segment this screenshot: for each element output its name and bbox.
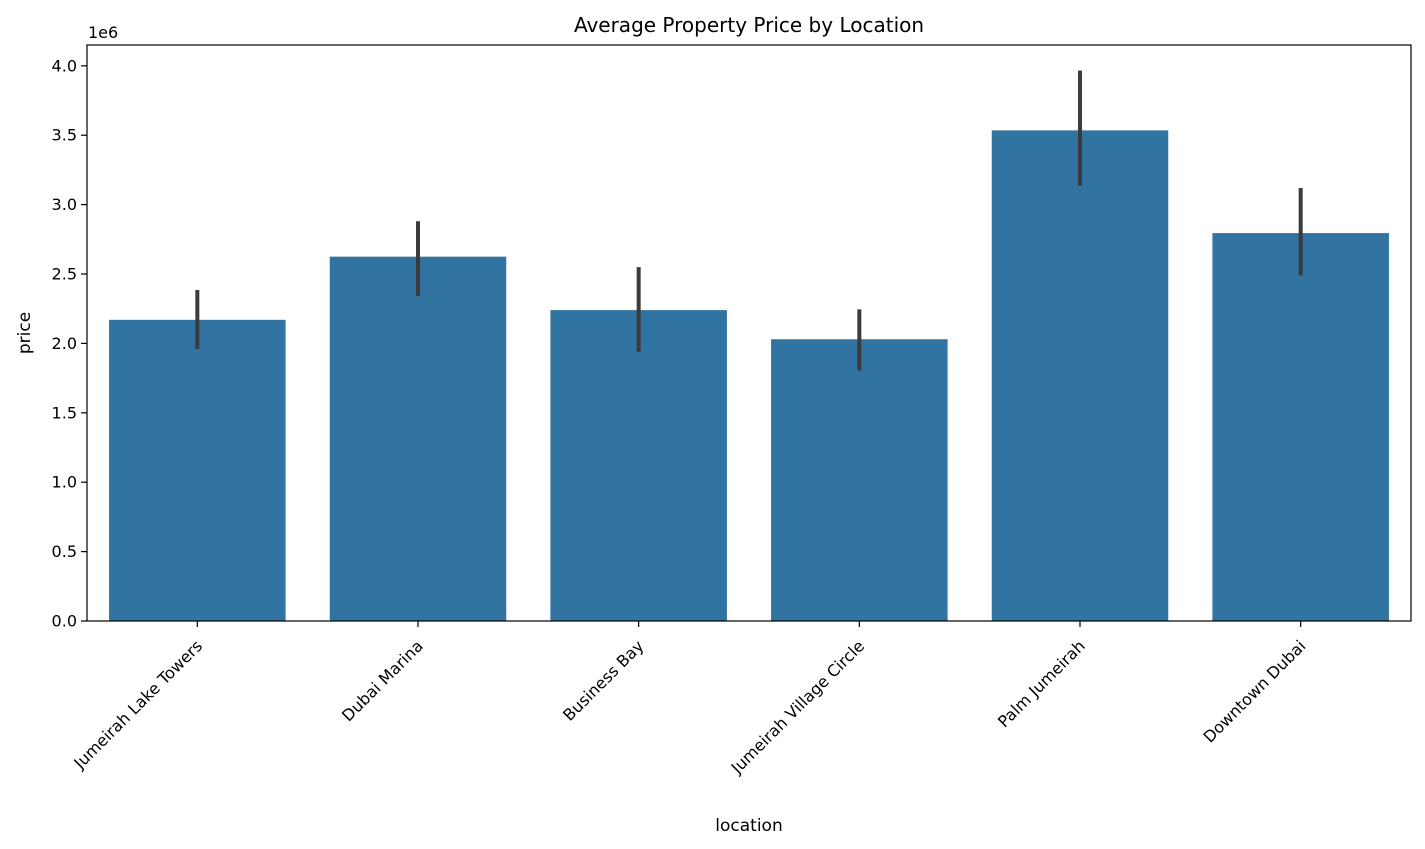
- bar: [550, 310, 727, 621]
- y-tick-label: 2.5: [52, 265, 77, 284]
- y-tick-label: 0.0: [52, 612, 77, 631]
- bar: [991, 130, 1169, 621]
- x-tick-label: Palm Jumeirah: [994, 636, 1089, 731]
- y-tick-label: 3.5: [52, 126, 77, 145]
- bar: [329, 256, 507, 621]
- y-tick-label: 2.0: [52, 334, 77, 353]
- plot-frame: [86, 44, 1412, 622]
- x-tick-label: Jumeirah Village Circle: [727, 636, 868, 777]
- y-offset-label: 1e6: [88, 23, 118, 42]
- plot-area: 0.0 0.5 1.0 1.5 2.0 2.5 3.0 3.5 4.0 Jumeirah Lake…: [52, 56, 1389, 778]
- x-tick-label: Dubai Marina: [338, 636, 427, 725]
- y-tick-label: 3.0: [52, 195, 77, 214]
- x-tick-label: Business Bay: [559, 636, 647, 724]
- y-tick-label: 0.5: [52, 542, 77, 561]
- bar: [109, 319, 286, 621]
- chart-title: Average Property Price by Location: [574, 13, 924, 37]
- x-tick-label: Jumeirah Lake Towers: [69, 636, 206, 773]
- x-tick-label: Downtown Dubai: [1199, 636, 1309, 746]
- y-axis-label: price: [15, 312, 35, 354]
- x-axis-label: location: [715, 816, 782, 836]
- y-tick-label: 1.0: [52, 473, 77, 492]
- y-tick-label: 1.5: [52, 403, 77, 422]
- bar: [771, 339, 948, 621]
- bar: [1212, 233, 1389, 621]
- y-tick-label: 4.0: [52, 56, 77, 75]
